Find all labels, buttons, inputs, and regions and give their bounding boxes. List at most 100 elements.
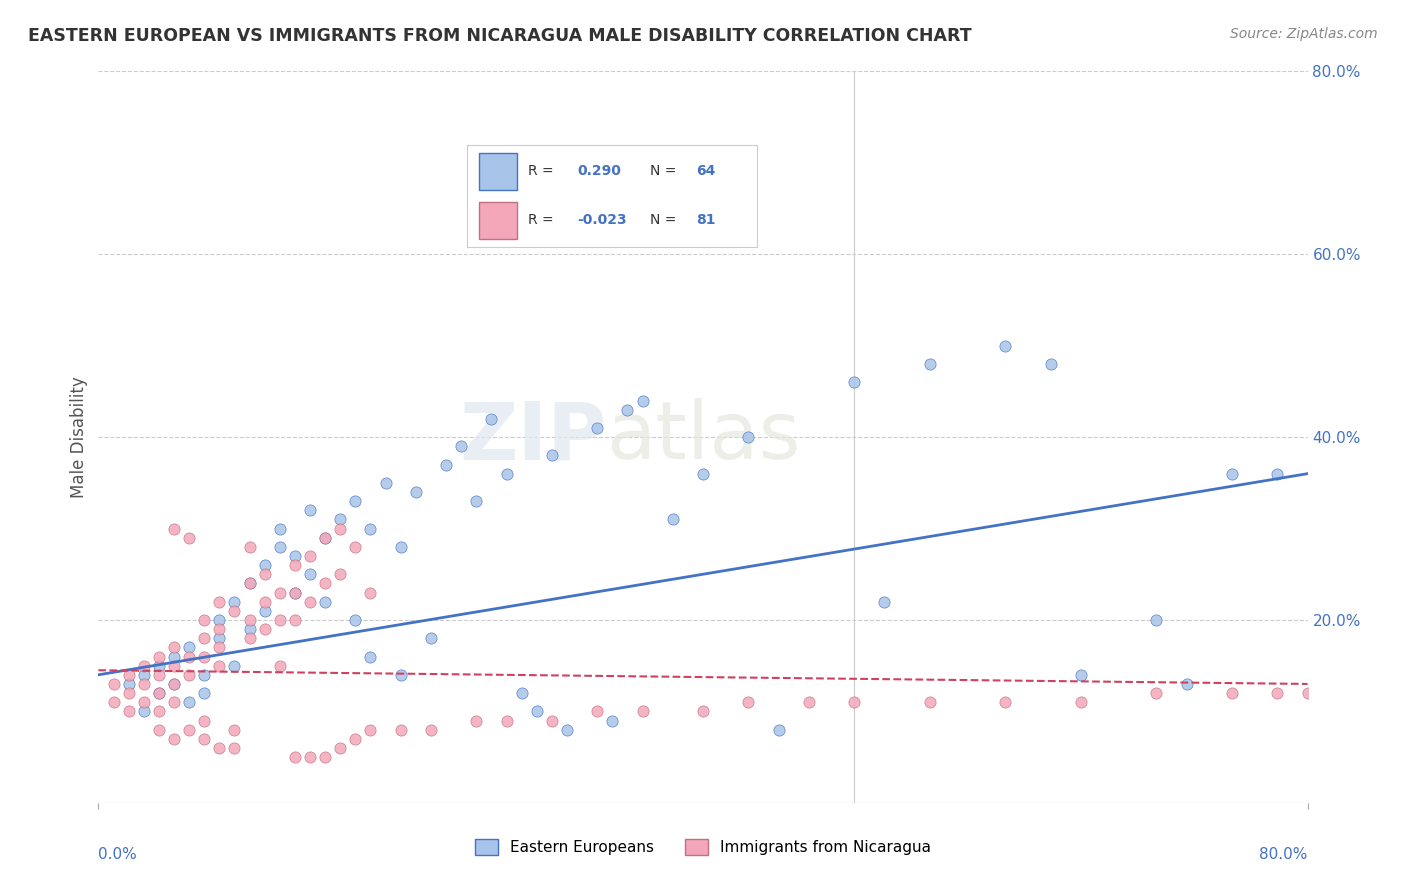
- Point: [314, 594, 336, 608]
- Point: [208, 632, 231, 646]
- Point: [692, 467, 714, 481]
- Point: [631, 393, 654, 408]
- Point: [193, 686, 215, 700]
- Point: [994, 338, 1017, 352]
- Point: [148, 658, 170, 673]
- Point: [768, 723, 790, 737]
- Legend: Eastern Europeans, Immigrants from Nicaragua: Eastern Europeans, Immigrants from Nicar…: [470, 833, 936, 861]
- Point: [163, 521, 186, 535]
- Point: [179, 667, 201, 681]
- Point: [224, 723, 246, 737]
- Point: [420, 723, 443, 737]
- Point: [179, 531, 201, 545]
- Point: [118, 705, 141, 719]
- Point: [148, 686, 170, 700]
- Point: [631, 705, 654, 719]
- Point: [374, 475, 396, 490]
- Point: [602, 714, 624, 728]
- Point: [1296, 686, 1319, 700]
- Point: [465, 714, 488, 728]
- Point: [737, 430, 759, 444]
- Point: [103, 677, 125, 691]
- Point: [360, 585, 382, 599]
- Point: [269, 658, 291, 673]
- Point: [148, 705, 170, 719]
- Point: [344, 540, 367, 554]
- Point: [239, 540, 262, 554]
- Point: [661, 512, 683, 526]
- Point: [329, 567, 352, 582]
- Point: [1267, 467, 1289, 481]
- Point: [420, 632, 443, 646]
- Point: [1267, 686, 1289, 700]
- Point: [616, 402, 638, 417]
- Point: [1039, 357, 1062, 371]
- Point: [132, 658, 155, 673]
- Point: [844, 695, 866, 709]
- Point: [299, 750, 322, 764]
- Point: [344, 731, 367, 746]
- Point: [253, 594, 276, 608]
- Point: [179, 649, 201, 664]
- Point: [163, 658, 186, 673]
- Point: [163, 731, 186, 746]
- Point: [253, 622, 276, 636]
- Point: [284, 613, 307, 627]
- Point: [526, 705, 548, 719]
- Point: [994, 695, 1017, 709]
- Point: [1220, 467, 1243, 481]
- Point: [586, 421, 609, 435]
- Point: [193, 731, 215, 746]
- Point: [360, 723, 382, 737]
- Point: [193, 667, 215, 681]
- Point: [299, 549, 322, 563]
- Point: [163, 677, 186, 691]
- Point: [344, 613, 367, 627]
- Point: [269, 585, 291, 599]
- Point: [314, 576, 336, 591]
- Point: [873, 594, 896, 608]
- Point: [555, 723, 578, 737]
- Point: [239, 632, 262, 646]
- Point: [253, 567, 276, 582]
- Point: [163, 677, 186, 691]
- Point: [329, 521, 352, 535]
- Point: [103, 695, 125, 709]
- Point: [239, 576, 262, 591]
- Point: [495, 467, 517, 481]
- Point: [510, 686, 533, 700]
- Point: [389, 667, 412, 681]
- Point: [163, 695, 186, 709]
- Point: [132, 667, 155, 681]
- Point: [224, 740, 246, 755]
- Point: [1220, 686, 1243, 700]
- Text: ZIP: ZIP: [458, 398, 606, 476]
- Point: [1175, 677, 1198, 691]
- Point: [118, 686, 141, 700]
- Point: [208, 640, 231, 655]
- Point: [163, 649, 186, 664]
- Point: [299, 503, 322, 517]
- Point: [193, 613, 215, 627]
- Point: [269, 613, 291, 627]
- Point: [481, 412, 503, 426]
- Point: [389, 723, 412, 737]
- Point: [434, 458, 457, 472]
- Point: [329, 512, 352, 526]
- Point: [193, 649, 215, 664]
- Point: [179, 695, 201, 709]
- Point: [118, 667, 141, 681]
- Point: [1070, 695, 1092, 709]
- Point: [737, 695, 759, 709]
- Point: [284, 549, 307, 563]
- Point: [344, 494, 367, 508]
- Point: [132, 705, 155, 719]
- Point: [360, 521, 382, 535]
- Point: [540, 714, 562, 728]
- Point: [1070, 667, 1092, 681]
- Point: [224, 658, 246, 673]
- Point: [193, 714, 215, 728]
- Point: [1144, 686, 1167, 700]
- Point: [1144, 613, 1167, 627]
- Point: [314, 750, 336, 764]
